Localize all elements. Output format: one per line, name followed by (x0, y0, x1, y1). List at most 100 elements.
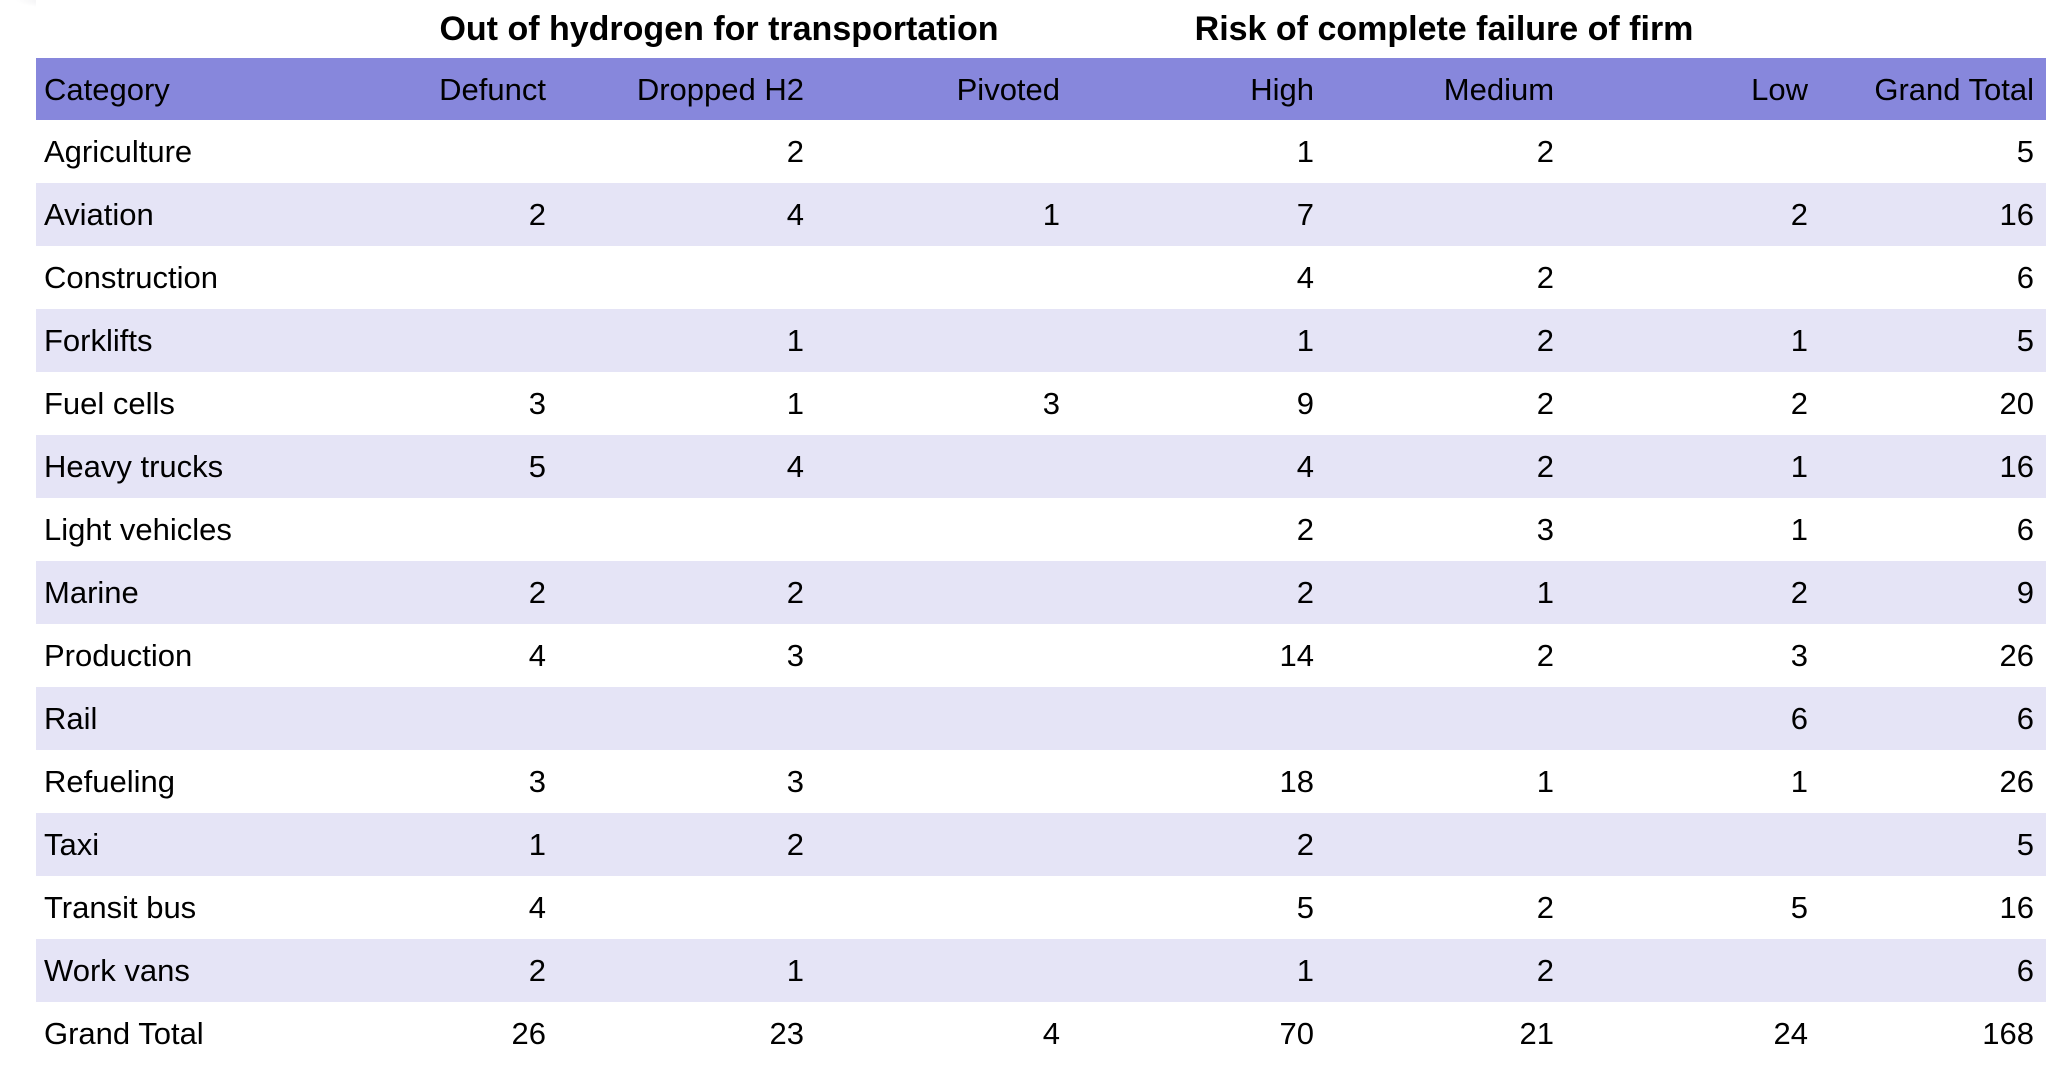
column-header-low: Low (1566, 58, 1821, 120)
table-cell: 2 (786, 134, 804, 169)
table-cell (816, 561, 1072, 624)
table-cell (558, 876, 816, 939)
table-cell: 3 (528, 764, 546, 799)
row-label: Work vans (44, 953, 190, 988)
row-label: Light vehicles (44, 512, 232, 547)
table-cell (816, 624, 1072, 687)
table-cell: 7 (1296, 197, 1315, 232)
table-cell: 2 (1296, 575, 1315, 610)
table-cell: 2 (1536, 890, 1555, 925)
table-cell: 26 (511, 1016, 546, 1051)
group-title-row: Out of hydrogen for transportation Risk … (36, 0, 2047, 58)
table-cell (816, 498, 1072, 561)
table-cell: 16 (1999, 197, 2035, 232)
table-cell (1072, 687, 1326, 750)
table-cell (1566, 246, 1820, 309)
table-cell: 2 (1536, 953, 1555, 988)
table-cell: 16 (1999, 449, 2035, 484)
table-cell: 24 (1773, 1016, 1809, 1051)
table-cell: 9 (1296, 386, 1315, 421)
table-cell (816, 750, 1072, 813)
table-cell: 6 (2016, 701, 2035, 736)
table-cell: 1 (1790, 512, 1809, 547)
table-cell: 168 (1982, 1016, 2035, 1051)
table-cell: 2 (1790, 386, 1809, 421)
column-header-high: High (1072, 58, 1327, 120)
table-cell: 4 (786, 197, 804, 232)
table-cell: 2 (528, 197, 546, 232)
table-cell (816, 939, 1072, 1002)
table-cell: 4 (786, 449, 804, 484)
group-title-risk-of-failure: Risk of complete failure of firm (1072, 0, 1821, 58)
table-cell: 5 (2016, 323, 2035, 358)
table-cell (816, 813, 1072, 876)
table-cell: 2 (1536, 260, 1555, 295)
table-cell (816, 246, 1072, 309)
table-cell (370, 687, 558, 750)
table-cell: 3 (1536, 512, 1555, 547)
table-cell (558, 498, 816, 561)
table-cell: 1 (786, 386, 804, 421)
row-label: Construction (44, 260, 219, 295)
table-cell (370, 498, 558, 561)
table-cell: 5 (1790, 890, 1809, 925)
table-cell: 4 (1296, 260, 1315, 295)
table-row: Production 4 3 14 2 3 26 (36, 624, 2047, 687)
table-row: Work vans 2 1 1 2 6 (36, 939, 2047, 1002)
table-cell (816, 120, 1072, 183)
row-label: Aviation (44, 197, 154, 232)
table-cell: 1 (1296, 134, 1315, 169)
table-cell: 2 (786, 827, 804, 862)
table-cell: 21 (1519, 1016, 1555, 1051)
table-cell: 2 (1296, 512, 1315, 547)
table-cell: 6 (2016, 512, 2035, 547)
grand-total-spacer (1820, 0, 2047, 58)
table-cell: 1 (1790, 449, 1809, 484)
table-row: Aviation 2 4 1 7 2 16 (36, 183, 2047, 246)
table-cell: 2 (1536, 386, 1555, 421)
table-cell: 2 (1296, 827, 1315, 862)
table-cell: 1 (1296, 953, 1315, 988)
group-title-out-of-hydrogen: Out of hydrogen for transportation (370, 0, 1073, 58)
table-cell (370, 120, 558, 183)
table-cell: 26 (1999, 638, 2035, 673)
table-cell: 1 (1042, 197, 1061, 232)
column-header-category: Category (36, 58, 370, 120)
row-label: Fuel cells (44, 386, 175, 421)
table-cell: 3 (786, 638, 804, 673)
table-cell: 2 (1790, 575, 1809, 610)
table-cell (1326, 183, 1566, 246)
table-cell: 9 (2016, 575, 2035, 610)
table-cell: 1 (528, 827, 546, 862)
table-cell: 20 (1999, 386, 2035, 421)
table-cell: 2 (528, 953, 546, 988)
table-cell (1326, 687, 1566, 750)
table-cell: 23 (769, 1016, 804, 1051)
table-cell: 1 (1536, 575, 1555, 610)
table-cell: 3 (1042, 386, 1061, 421)
table-row: Heavy trucks 5 4 4 2 1 16 (36, 435, 2047, 498)
column-header-grand-total: Grand Total (1820, 58, 2047, 120)
table-cell: 4 (528, 638, 546, 673)
pivot-table: Out of hydrogen for transportation Risk … (36, 0, 2047, 1065)
table-cell: 14 (1279, 638, 1315, 673)
table-cell: 3 (786, 764, 804, 799)
table-cell (816, 435, 1072, 498)
table-row: Forklifts 1 1 2 1 5 (36, 309, 2047, 372)
table-cell (816, 876, 1072, 939)
table-body: Agriculture 2 1 2 5 Aviation 2 4 1 7 2 16 Constructi… (36, 120, 2047, 1065)
table-cell: 70 (1279, 1016, 1315, 1051)
row-label: Transit bus (44, 890, 197, 925)
table-row: Agriculture 2 1 2 5 (36, 120, 2047, 183)
table-row: Rail 6 6 (36, 687, 2047, 750)
table-cell (1326, 813, 1566, 876)
row-label: Heavy trucks (44, 449, 224, 484)
row-label: Agriculture (44, 134, 193, 169)
table-cell (370, 246, 558, 309)
table-cell (558, 246, 816, 309)
grand-total-row: Grand Total 26 23 4 70 21 24 168 (36, 1002, 2047, 1065)
table-cell: 4 (528, 890, 546, 925)
table-cell: 2 (1536, 134, 1555, 169)
column-header-row: Category Defunct Dropped H2 Pivoted High… (36, 58, 2047, 120)
table-cell: 1 (786, 323, 804, 358)
